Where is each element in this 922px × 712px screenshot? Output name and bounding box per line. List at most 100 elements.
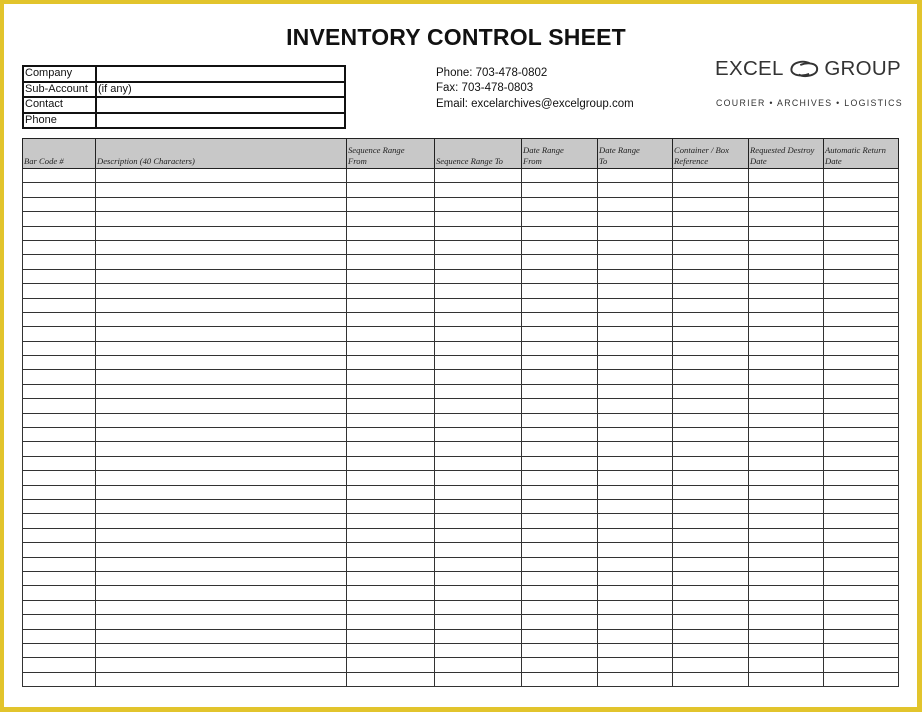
table-cell[interactable] <box>597 570 673 587</box>
table-cell[interactable] <box>597 455 673 472</box>
contact-field[interactable] <box>95 96 346 114</box>
table-cell[interactable] <box>22 355 96 371</box>
table-cell[interactable] <box>22 441 96 457</box>
table-cell[interactable] <box>346 311 435 328</box>
table-cell[interactable] <box>521 398 598 414</box>
table-cell[interactable] <box>346 326 435 342</box>
table-cell[interactable] <box>22 412 96 429</box>
table-cell[interactable] <box>434 570 522 587</box>
table-cell[interactable] <box>434 614 522 630</box>
table-cell[interactable] <box>434 599 522 616</box>
table-cell[interactable] <box>823 326 899 342</box>
table-cell[interactable] <box>521 340 598 357</box>
table-cell[interactable] <box>748 642 824 659</box>
table-cell[interactable] <box>597 268 673 285</box>
table-cell[interactable] <box>22 311 96 328</box>
table-cell[interactable] <box>521 239 598 256</box>
table-cell[interactable] <box>521 599 598 616</box>
table-cell[interactable] <box>22 599 96 616</box>
table-cell[interactable] <box>434 167 522 184</box>
table-cell[interactable] <box>672 455 749 472</box>
table-cell[interactable] <box>521 167 598 184</box>
table-cell[interactable] <box>823 239 899 256</box>
table-cell[interactable] <box>823 628 899 644</box>
table-cell[interactable] <box>823 211 899 227</box>
table-cell[interactable] <box>22 556 96 572</box>
table-cell[interactable] <box>22 642 96 659</box>
table-cell[interactable] <box>95 671 347 688</box>
table-cell[interactable] <box>672 239 749 256</box>
table-cell[interactable] <box>672 657 749 673</box>
table-cell[interactable] <box>823 498 899 515</box>
table-cell[interactable] <box>748 167 824 184</box>
table-cell[interactable] <box>95 383 347 400</box>
table-cell[interactable] <box>346 283 435 299</box>
table-cell[interactable] <box>521 556 598 572</box>
table-cell[interactable] <box>823 484 899 500</box>
table-cell[interactable] <box>346 225 435 241</box>
table-cell[interactable] <box>521 441 598 457</box>
table-cell[interactable] <box>597 182 673 198</box>
table-cell[interactable] <box>597 340 673 357</box>
table-cell[interactable] <box>597 642 673 659</box>
table-cell[interactable] <box>748 326 824 342</box>
table-cell[interactable] <box>22 398 96 414</box>
table-cell[interactable] <box>597 167 673 184</box>
table-cell[interactable] <box>434 585 522 601</box>
table-cell[interactable] <box>521 671 598 688</box>
table-cell[interactable] <box>597 311 673 328</box>
table-cell[interactable] <box>748 455 824 472</box>
table-cell[interactable] <box>748 484 824 500</box>
table-cell[interactable] <box>434 498 522 515</box>
table-cell[interactable] <box>672 556 749 572</box>
table-cell[interactable] <box>521 283 598 299</box>
table-cell[interactable] <box>346 470 435 486</box>
table-cell[interactable] <box>22 585 96 601</box>
table-cell[interactable] <box>672 513 749 529</box>
table-cell[interactable] <box>823 657 899 673</box>
table-cell[interactable] <box>95 570 347 587</box>
table-cell[interactable] <box>434 455 522 472</box>
table-cell[interactable] <box>346 556 435 572</box>
table-cell[interactable] <box>95 196 347 213</box>
table-cell[interactable] <box>748 311 824 328</box>
table-cell[interactable] <box>434 369 522 385</box>
table-cell[interactable] <box>597 470 673 486</box>
table-cell[interactable] <box>22 239 96 256</box>
table-cell[interactable] <box>597 513 673 529</box>
table-cell[interactable] <box>434 671 522 688</box>
table-cell[interactable] <box>823 398 899 414</box>
table-cell[interactable] <box>597 412 673 429</box>
table-cell[interactable] <box>672 225 749 241</box>
table-cell[interactable] <box>748 427 824 443</box>
table-cell[interactable] <box>95 498 347 515</box>
table-cell[interactable] <box>434 427 522 443</box>
phone-field[interactable] <box>95 111 346 129</box>
table-cell[interactable] <box>521 498 598 515</box>
table-cell[interactable] <box>95 211 347 227</box>
table-cell[interactable] <box>22 570 96 587</box>
table-cell[interactable] <box>434 297 522 313</box>
table-cell[interactable] <box>672 326 749 342</box>
table-cell[interactable] <box>434 441 522 457</box>
table-cell[interactable] <box>22 657 96 673</box>
table-cell[interactable] <box>823 599 899 616</box>
table-cell[interactable] <box>748 614 824 630</box>
table-cell[interactable] <box>748 527 824 544</box>
table-cell[interactable] <box>346 211 435 227</box>
table-cell[interactable] <box>95 542 347 558</box>
table-cell[interactable] <box>748 268 824 285</box>
table-cell[interactable] <box>346 355 435 371</box>
table-cell[interactable] <box>597 283 673 299</box>
table-cell[interactable] <box>521 383 598 400</box>
sub-account-field[interactable]: (if any) <box>95 80 346 98</box>
table-cell[interactable] <box>597 599 673 616</box>
table-cell[interactable] <box>521 427 598 443</box>
table-cell[interactable] <box>672 369 749 385</box>
table-cell[interactable] <box>521 225 598 241</box>
table-cell[interactable] <box>22 182 96 198</box>
table-cell[interactable] <box>22 498 96 515</box>
table-cell[interactable] <box>22 297 96 313</box>
table-cell[interactable] <box>823 527 899 544</box>
company-field[interactable] <box>95 65 346 83</box>
